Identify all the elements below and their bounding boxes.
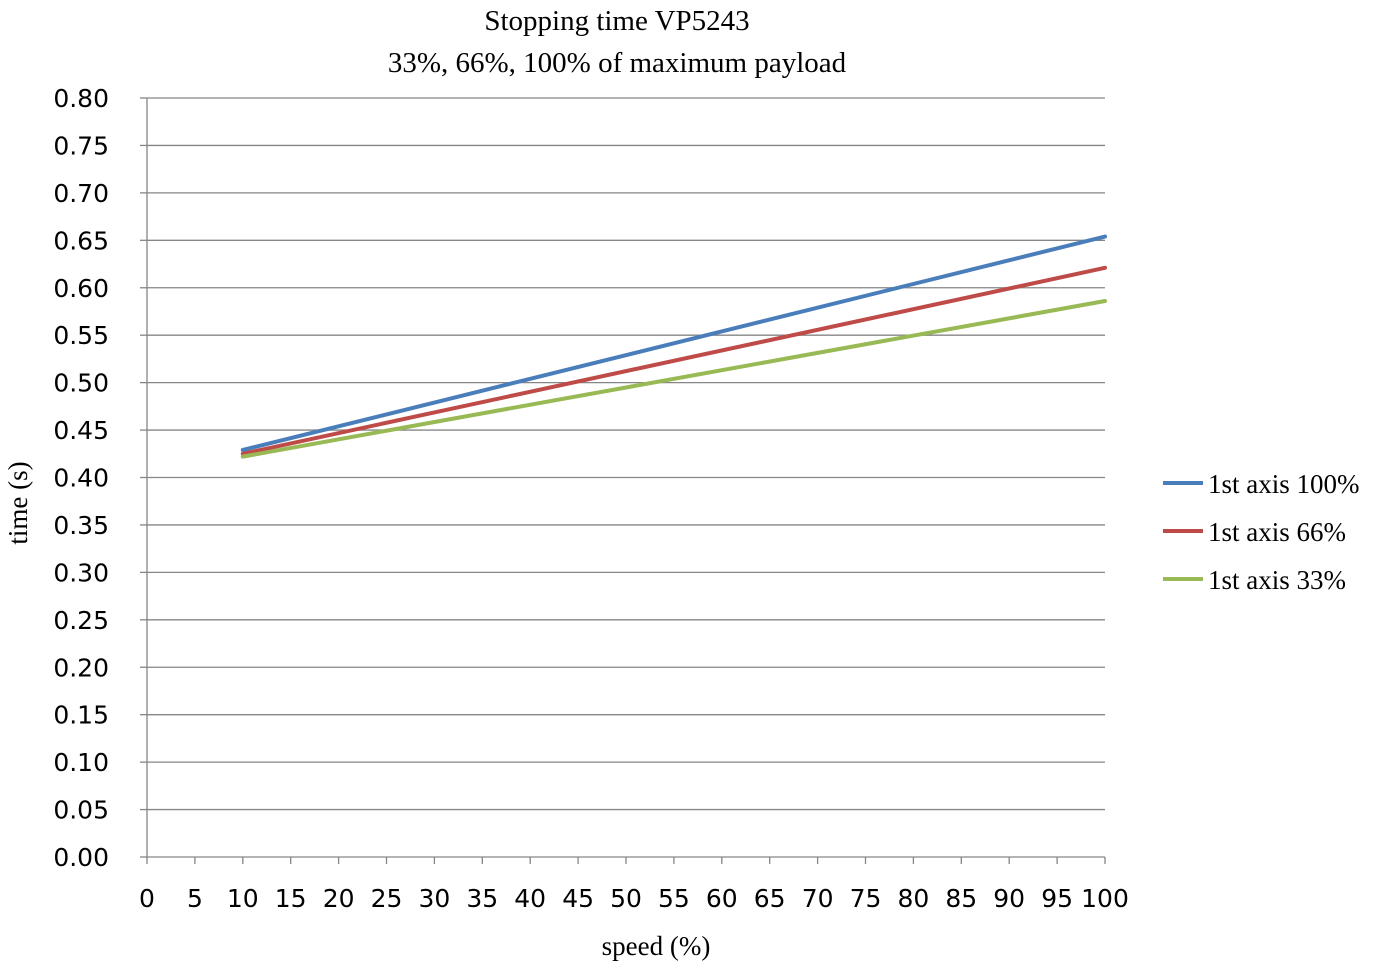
x-tick-label: 70	[802, 884, 834, 913]
x-tick-label: 45	[562, 884, 594, 913]
series-lines	[240, 234, 1107, 459]
x-tick-label: 85	[945, 884, 977, 913]
x-tick-label: 5	[187, 884, 203, 913]
grid-lines	[147, 97, 1105, 811]
legend-label-2: 1st axis 33%	[1208, 565, 1346, 595]
legend-label-1: 1st axis 66%	[1208, 517, 1346, 547]
y-tick-label: 0.75	[53, 131, 109, 160]
y-tick-label: 0.50	[53, 369, 109, 398]
legend-label-0: 1st axis 100%	[1208, 469, 1360, 499]
axes	[140, 97, 1106, 864]
x-axis-title: speed (%)	[602, 931, 711, 961]
x-tick-label: 40	[514, 884, 546, 913]
x-tick-label: 95	[1041, 884, 1073, 913]
y-tick-label: 0.40	[53, 464, 109, 493]
y-tick-label: 0.60	[53, 274, 109, 303]
x-tick-label: 75	[850, 884, 882, 913]
series-line-1	[240, 265, 1107, 456]
x-tick-labels: 0 5 10 15 20 25 30 35 40 45 50 55 60 65 70 75 80 85 90 95 10…	[139, 884, 1129, 913]
x-tick-label: 80	[897, 884, 929, 913]
y-tick-label: 0.10	[53, 748, 109, 777]
y-tick-label: 0.25	[53, 606, 109, 635]
chart-title: Stopping time VP5243	[484, 5, 749, 37]
x-tick-label: 90	[993, 884, 1025, 913]
x-tick-label: 20	[323, 884, 355, 913]
y-tick-label: 0.15	[53, 701, 109, 730]
y-tick-label: 0.30	[53, 558, 109, 587]
x-tick-label: 60	[706, 884, 738, 913]
x-tick-label: 55	[658, 884, 690, 913]
x-tick-label: 10	[227, 884, 259, 913]
x-tick-label: 0	[139, 884, 155, 913]
y-tick-label: 0.45	[53, 416, 109, 445]
y-axis-title: time (s)	[3, 461, 33, 544]
y-tick-label: 0.20	[53, 653, 109, 682]
x-tick-label: 35	[466, 884, 498, 913]
x-tick-label: 25	[371, 884, 403, 913]
y-tick-label: 0.55	[53, 321, 109, 350]
y-tick-label: 0.80	[53, 84, 109, 113]
chart-subtitle: 33%, 66%, 100% of maximum payload	[388, 47, 847, 79]
x-tick-label: 65	[754, 884, 786, 913]
y-tick-label: 0.35	[53, 511, 109, 540]
x-tick-label: 100	[1081, 884, 1129, 913]
y-tick-labels: 0.00 0.05 0.10 0.15 0.20 0.25 0.30 0.35 0.40 0.45…	[53, 84, 109, 872]
x-tick-label: 30	[418, 884, 450, 913]
series-line-2	[240, 299, 1107, 459]
y-tick-label: 0.70	[53, 179, 109, 208]
series-line-0	[240, 234, 1107, 452]
x-tick-label: 15	[275, 884, 307, 913]
x-tick-label: 50	[610, 884, 642, 913]
y-tick-label: 0.65	[53, 226, 109, 255]
legend: 1st axis 100% 1st axis 66% 1st axis 33%	[1163, 469, 1360, 595]
y-tick-label: 0.05	[53, 796, 109, 825]
y-tick-label: 0.00	[53, 843, 109, 872]
